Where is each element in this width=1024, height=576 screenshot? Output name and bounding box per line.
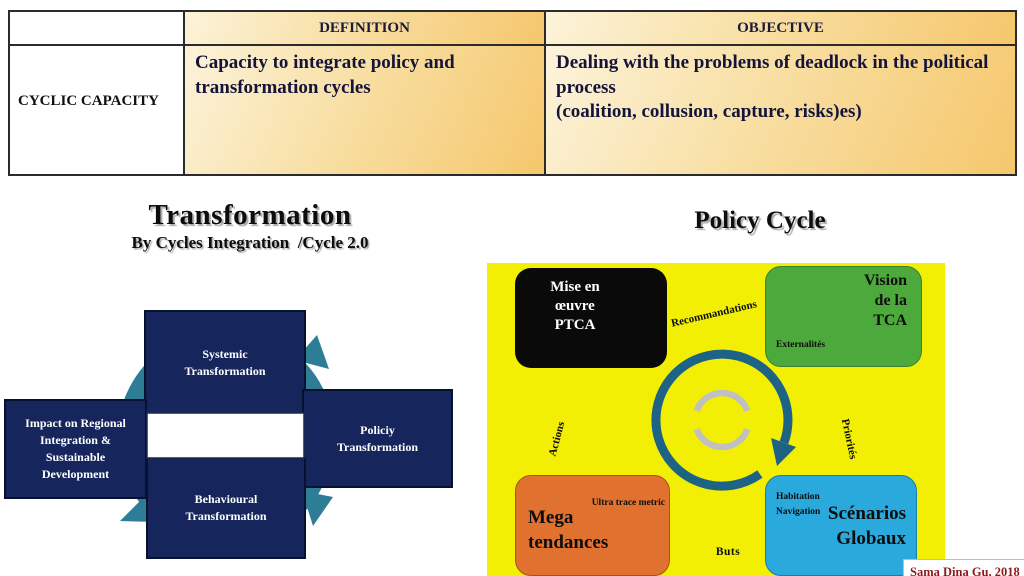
box-behavioural-label: Behavioural Transformation [185,492,267,523]
definition-cell: Capacity to integrate policy and transfo… [183,44,546,176]
header-empty [8,10,185,46]
definition-table: DEFINITION OBJECTIVE CYCLIC CAPACITY Cap… [8,10,1017,176]
box-policy-label: Policiy Transformation [336,422,419,454]
habitation-navigation-label: Habitation Navigation [776,492,821,518]
box-mise-en-oeuvre-label: Mise en œuvre PTCA [550,279,600,333]
box-impact [4,399,147,499]
row-label-cyclic-capacity: CYCLIC CAPACITY [8,44,185,176]
transformation-subtitle: By Cycles Integration /Cycle 2.0 [131,233,369,252]
table-header-row: DEFINITION OBJECTIVE [8,10,1017,46]
transformation-diagram [4,310,453,559]
box-behavioural [146,457,306,559]
box-systemic-label: Systemic Transformation [184,346,266,378]
box-vision-tca-label: Vision de la TCA [864,272,907,329]
header-definition: DEFINITION [183,10,546,46]
box-mise-en-oeuvre: Mise en œuvre PTCA [515,268,667,368]
header-objective: OBJECTIVE [544,10,1017,46]
box-impact-label: Impact on Regional Integration & Sustain… [25,416,126,481]
box-vision-tca: Vision de la TCA Externalités [765,266,922,367]
policy-ring-icon [651,349,793,491]
box-mega-tendances: Ultra trace metric Mega tendances [515,475,670,576]
box-mega-tendances-label: Mega tendances [528,507,609,553]
box-systemic [144,310,306,415]
ultra-trace-metric-label: Ultra trace metric [591,498,665,508]
center-white-box [146,412,305,459]
buts-label: Buts [715,546,741,558]
policy-cycle-panel: Mise en œuvre PTCA Vision de la TCA Exte… [487,263,945,576]
policy-cycle-diagram [651,349,796,491]
refresh-icon [693,389,751,413]
table-row: CYCLIC CAPACITY Capacity to integrate po… [8,44,1017,176]
box-scenarios-globaux-label: Scénarios Globaux [827,503,906,549]
externalites-label: Externalités [776,339,826,350]
policy-cycle-title: Policy Cycle [694,207,826,234]
policy-ring-arrow-icon [771,438,796,466]
cycle-arrow-icon [302,491,333,526]
attribution: Sama Dina Gu, 2018 [903,559,1024,576]
objective-cell: Dealing with the problems of deadlock in… [544,44,1017,176]
box-scenarios-globaux: Habitation Navigation Scénarios Globaux [765,475,917,576]
transformation-title: Transformation [148,199,352,231]
refresh-icon [693,427,751,451]
